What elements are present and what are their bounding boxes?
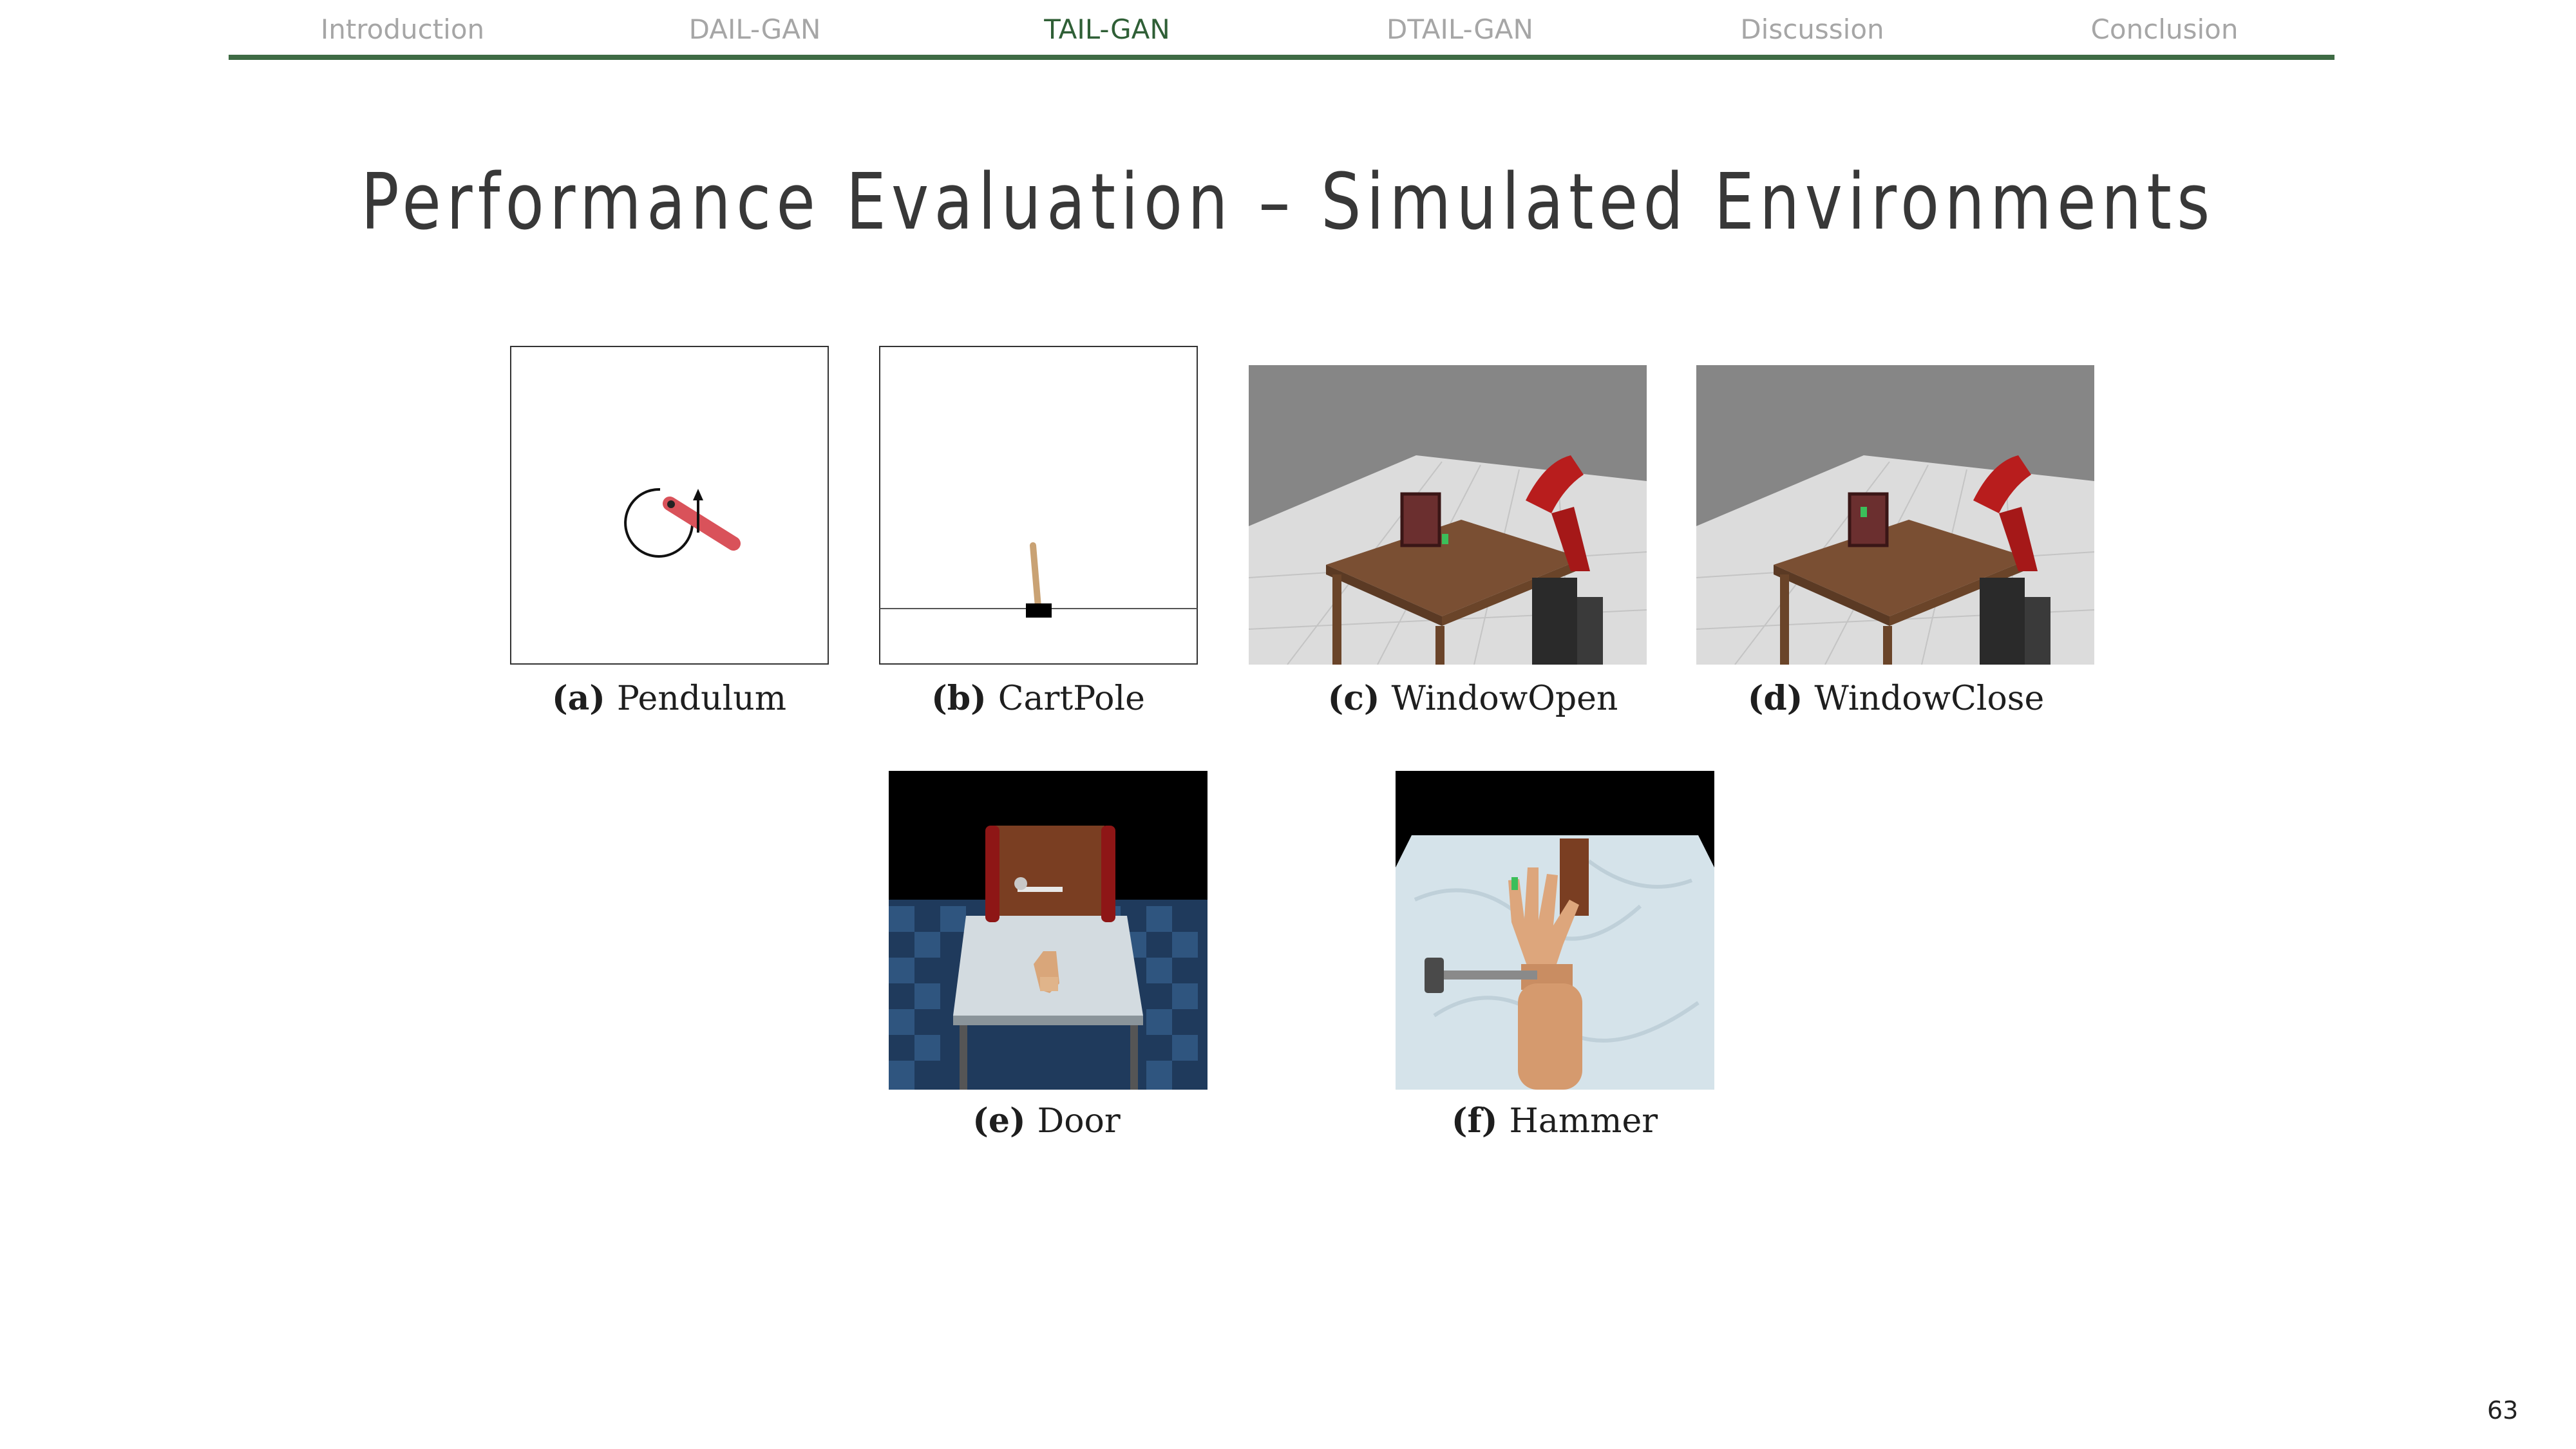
- caption-tag: (c): [1327, 679, 1380, 718]
- nav-item-conclusion[interactable]: Conclusion: [2090, 14, 2239, 45]
- caption-label: Door: [1037, 1102, 1121, 1141]
- hammer-figure: [1396, 771, 1714, 1090]
- caption-label: WindowClose: [1814, 679, 2045, 718]
- page-number: 63: [2487, 1396, 2519, 1425]
- nav-item-dtail-gan[interactable]: DTAIL-GAN: [1387, 14, 1533, 45]
- window-close-figure: [1696, 365, 2094, 665]
- nav-item-dail-gan[interactable]: DAIL-GAN: [688, 14, 821, 45]
- door-figure: [889, 771, 1208, 1090]
- caption-tag: (a): [551, 679, 605, 718]
- nav-item-introduction[interactable]: Introduction: [320, 14, 485, 45]
- caption-label: Pendulum: [616, 679, 787, 718]
- caption-window-open: (c) WindowOpen: [1328, 676, 1618, 721]
- caption-hammer: (f) Hammer: [1452, 1099, 1658, 1144]
- pendulum-figure: [510, 346, 829, 665]
- nav-item-discussion[interactable]: Discussion: [1740, 14, 1884, 45]
- caption-tag: (b): [931, 679, 987, 718]
- nav-item-tail-gan[interactable]: TAIL-GAN: [1044, 14, 1170, 45]
- caption-label: Hammer: [1509, 1102, 1658, 1141]
- section-nav: Introduction DAIL-GAN TAIL-GAN DTAIL-GAN…: [0, 0, 2576, 61]
- cartpole-figure: [879, 346, 1198, 665]
- caption-label: WindowOpen: [1391, 679, 1618, 718]
- caption-cartpole: (b) CartPole: [931, 676, 1145, 721]
- caption-window-close: (d) WindowClose: [1748, 676, 2045, 721]
- caption-pendulum: (a) Pendulum: [552, 676, 786, 721]
- caption-tag: (f): [1451, 1101, 1498, 1141]
- caption-tag: (d): [1747, 679, 1803, 718]
- nav-divider: [229, 55, 2334, 60]
- caption-tag: (e): [972, 1101, 1026, 1141]
- caption-label: CartPole: [998, 679, 1145, 718]
- slide-title: Performance Evaluation – Simulated Envir…: [361, 158, 2215, 247]
- window-open-figure: [1249, 365, 1647, 665]
- caption-door: (e) Door: [972, 1099, 1120, 1144]
